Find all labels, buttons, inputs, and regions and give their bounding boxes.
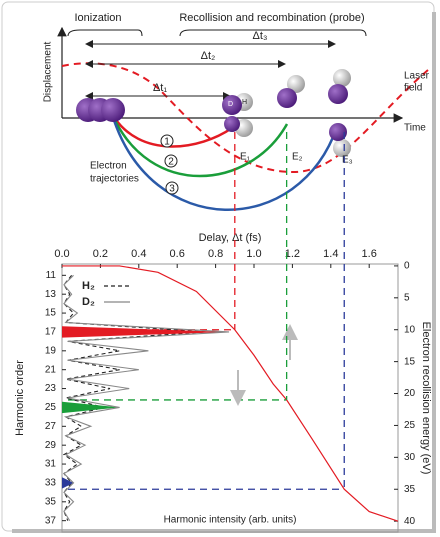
displacement-label: Displacement xyxy=(43,41,54,102)
x-tick-label: 0.6 xyxy=(170,248,185,260)
y-tick-label: 23 xyxy=(45,383,57,394)
plot-frame xyxy=(61,263,399,533)
bracket xyxy=(67,29,143,37)
y2-tick-label: 10 xyxy=(404,324,416,335)
y-tick-label: 15 xyxy=(45,308,57,319)
atom xyxy=(101,98,125,122)
y-tick-label: 27 xyxy=(45,421,57,432)
peak-fill xyxy=(62,477,74,489)
trajectory-number: 1 xyxy=(164,137,170,148)
peak-fill xyxy=(62,401,120,414)
y2-tick-label: 40 xyxy=(404,516,416,527)
bracket xyxy=(179,29,367,37)
spectrum xyxy=(63,274,230,521)
energy-label: E₁ xyxy=(240,152,251,163)
x-tick-label: 1.0 xyxy=(246,248,261,260)
interval-label: Δt₁ xyxy=(153,82,167,94)
trajectory-number: 3 xyxy=(169,184,175,195)
trajectory-number: 2 xyxy=(168,157,174,168)
energy-label: E₂ xyxy=(292,152,303,163)
energy-label: E₃ xyxy=(342,155,353,166)
y2-tick-label: 35 xyxy=(404,484,416,495)
atom xyxy=(222,95,242,115)
laser-field-label: Laser xyxy=(404,71,430,82)
y-tick-label: 33 xyxy=(45,478,57,489)
y-tick-label: 37 xyxy=(45,515,57,526)
chart: 0.0 0.2 0.4 0.6 0.8 1.0 1.2 1.4 1.6 Delay, Δt (fs… xyxy=(14,232,432,533)
y2-tick-label: 15 xyxy=(404,356,416,367)
y-tick-label: 35 xyxy=(45,496,57,507)
y-tick-label: 19 xyxy=(45,345,57,356)
x-tick-label: 0.4 xyxy=(131,248,146,260)
legend-label: H₂ xyxy=(82,280,95,292)
y2-tick-label: 20 xyxy=(404,388,416,399)
atom xyxy=(328,84,348,104)
y-tick-label: 31 xyxy=(45,459,57,470)
diagram: Displacement Time Ionization Recollision… xyxy=(43,12,430,211)
laser-field-label: field xyxy=(404,83,422,94)
badge xyxy=(160,134,174,148)
peak-fill xyxy=(62,326,230,338)
x-tick-label: 1.2 xyxy=(285,248,300,260)
atom xyxy=(224,116,240,132)
laser-field-curve xyxy=(61,62,429,174)
atom xyxy=(333,139,351,157)
spectrum xyxy=(62,274,207,521)
trajectory xyxy=(110,113,340,211)
y-tick-label: 13 xyxy=(45,289,57,300)
atom xyxy=(333,69,351,87)
atom-label: D xyxy=(228,101,233,108)
x-tick-label: 0.8 xyxy=(208,248,223,260)
atom xyxy=(287,75,305,93)
y-tick-label: 17 xyxy=(45,327,57,338)
atom xyxy=(329,123,347,141)
recollision-label: Recollision and recombination (probe) xyxy=(179,12,364,24)
ionization-label: Ionization xyxy=(74,12,121,24)
y-tick-label: 25 xyxy=(45,402,57,413)
trajectory xyxy=(110,113,289,178)
y2-tick-label: 0 xyxy=(404,261,410,272)
badge xyxy=(165,181,179,195)
bottom-label: Harmonic intensity (arb. units) xyxy=(164,515,297,526)
x-tick-label: 0.0 xyxy=(54,248,69,260)
atom-label: H xyxy=(242,99,247,106)
badge xyxy=(164,154,178,168)
y2-tick-label: 25 xyxy=(404,420,416,431)
y-tick-label: 11 xyxy=(46,270,57,281)
y2-tick-label: 30 xyxy=(404,452,416,463)
y2-tick-label: 5 xyxy=(404,292,410,303)
y2-axis-title: Electron recollision energy (eV) xyxy=(420,322,432,475)
y-tick-label: 29 xyxy=(45,440,57,451)
interval-label: Δt₂ xyxy=(201,50,216,62)
x-tick-label: 0.2 xyxy=(93,248,108,260)
x-tick-label: 1.6 xyxy=(362,248,377,260)
atom xyxy=(277,88,297,108)
frame-shadow xyxy=(12,12,436,533)
legend-label: D₂ xyxy=(82,296,95,308)
trajectories-label: Electron xyxy=(90,161,127,172)
trajectories-label: trajectories xyxy=(90,174,139,185)
x-tick-label: 1.4 xyxy=(323,248,338,260)
y-axis-title: Harmonic order xyxy=(14,360,26,436)
x-axis-title: Delay, Δt (fs) xyxy=(199,232,262,244)
time-label: Time xyxy=(404,123,426,134)
recollision-curve xyxy=(62,265,399,522)
interval-label: Δt₃ xyxy=(253,30,268,42)
y-tick-label: 21 xyxy=(45,364,57,375)
